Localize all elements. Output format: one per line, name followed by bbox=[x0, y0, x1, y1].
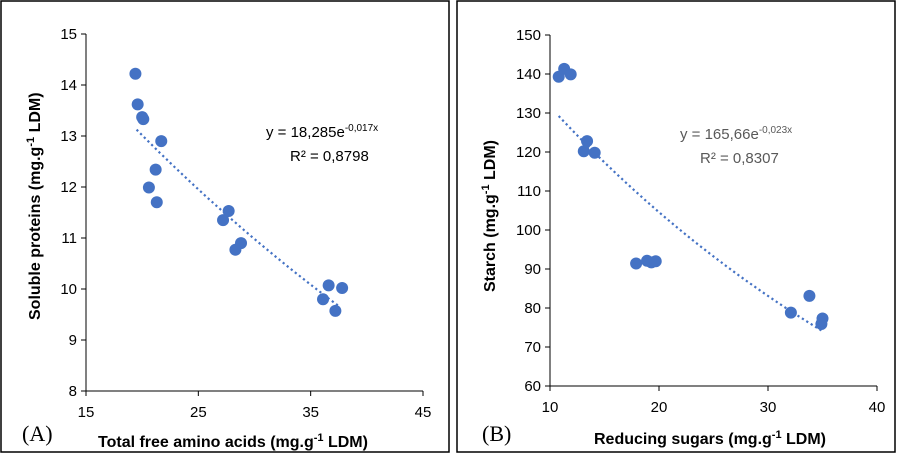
data-point bbox=[784, 306, 797, 319]
data-point bbox=[317, 293, 330, 306]
panel-b-x-axis-title: Reducing sugars (mg.g-1 LDM) bbox=[594, 429, 826, 448]
y-tick-label: 130 bbox=[516, 105, 541, 122]
panel-a-points bbox=[129, 67, 349, 317]
panel-b-label: (B) bbox=[482, 421, 511, 446]
panel-b-y-ticks: 60 70 80 90 100 110 120 130 140 150 bbox=[516, 27, 550, 395]
panel-b-y-axis-title: Starch (mg.g-1 LDM) bbox=[480, 140, 499, 292]
y-tick-label: 60 bbox=[524, 378, 541, 395]
panel-a-r2: R² = 0,8798 bbox=[290, 148, 369, 165]
data-point bbox=[129, 67, 142, 80]
data-point bbox=[155, 135, 168, 148]
data-point bbox=[142, 181, 155, 194]
x-tick-label: 30 bbox=[760, 399, 777, 416]
data-point bbox=[229, 243, 242, 256]
y-tick-label: 90 bbox=[524, 261, 541, 278]
data-point bbox=[588, 146, 601, 159]
panel-a-label: (A) bbox=[22, 421, 53, 446]
data-point bbox=[322, 279, 335, 292]
panel-a-frame bbox=[0, 0, 450, 453]
y-tick-label: 12 bbox=[60, 179, 77, 196]
x-tick-label: 40 bbox=[869, 399, 886, 416]
x-tick-label: 25 bbox=[190, 404, 207, 421]
panel-a-y-ticks: 8 9 10 11 12 13 14 15 bbox=[60, 26, 86, 400]
data-point bbox=[329, 304, 342, 317]
y-tick-label: 8 bbox=[69, 383, 77, 400]
panel-a-equation: y = 18,285e-0,017x bbox=[266, 123, 378, 141]
panel-a-x-axis-title: Total free amino acids (mg.g-1 LDM) bbox=[98, 432, 368, 451]
y-tick-label: 10 bbox=[60, 281, 77, 298]
data-point bbox=[137, 113, 150, 126]
panel-b-x-ticks: 10 20 30 40 bbox=[542, 386, 886, 416]
y-tick-label: 80 bbox=[524, 300, 541, 317]
panel-b-r2: R² = 0,8307 bbox=[700, 150, 779, 167]
y-tick-label: 15 bbox=[60, 26, 77, 43]
y-tick-label: 14 bbox=[60, 77, 77, 94]
data-point bbox=[581, 135, 594, 148]
data-point bbox=[564, 68, 577, 81]
y-tick-label: 9 bbox=[69, 332, 77, 349]
panel-b: 60 70 80 90 100 110 120 130 140 150 10 20 30 40 y = … bbox=[480, 27, 885, 448]
panel-a: 8 9 10 11 12 13 14 15 15 25 35 45 y = 18,285e-0,01… bbox=[22, 26, 431, 451]
y-tick-label: 70 bbox=[524, 339, 541, 356]
x-tick-label: 45 bbox=[415, 404, 432, 421]
data-point bbox=[217, 214, 230, 227]
panel-a-y-axis-title: Soluble proteins (mg.g-1 LDM) bbox=[25, 92, 44, 320]
panel-b-trendline bbox=[557, 115, 824, 333]
panel-b-points bbox=[552, 62, 829, 330]
data-point bbox=[150, 196, 163, 209]
x-tick-label: 20 bbox=[651, 399, 668, 416]
x-tick-label: 15 bbox=[78, 404, 95, 421]
y-tick-label: 110 bbox=[517, 183, 541, 200]
y-tick-label: 100 bbox=[516, 222, 541, 239]
data-point bbox=[803, 289, 816, 302]
panel-a-x-ticks: 15 25 35 45 bbox=[78, 391, 432, 421]
panel-b-equation: y = 165,66e-0,023x bbox=[680, 125, 792, 143]
x-tick-label: 35 bbox=[302, 404, 319, 421]
x-tick-label: 10 bbox=[542, 399, 559, 416]
y-tick-label: 140 bbox=[516, 66, 541, 83]
y-tick-label: 120 bbox=[516, 144, 541, 161]
y-tick-label: 11 bbox=[61, 230, 77, 247]
data-point bbox=[630, 257, 643, 270]
data-point bbox=[577, 145, 590, 158]
data-point bbox=[131, 98, 144, 111]
data-point bbox=[649, 255, 662, 268]
panel-a-trendline bbox=[135, 128, 340, 307]
data-point bbox=[222, 204, 235, 217]
y-tick-label: 13 bbox=[60, 128, 77, 145]
data-point bbox=[815, 317, 828, 330]
y-tick-label: 150 bbox=[516, 27, 541, 44]
panel-b-frame bbox=[456, 0, 896, 453]
data-point bbox=[149, 163, 162, 176]
data-point bbox=[336, 281, 349, 294]
